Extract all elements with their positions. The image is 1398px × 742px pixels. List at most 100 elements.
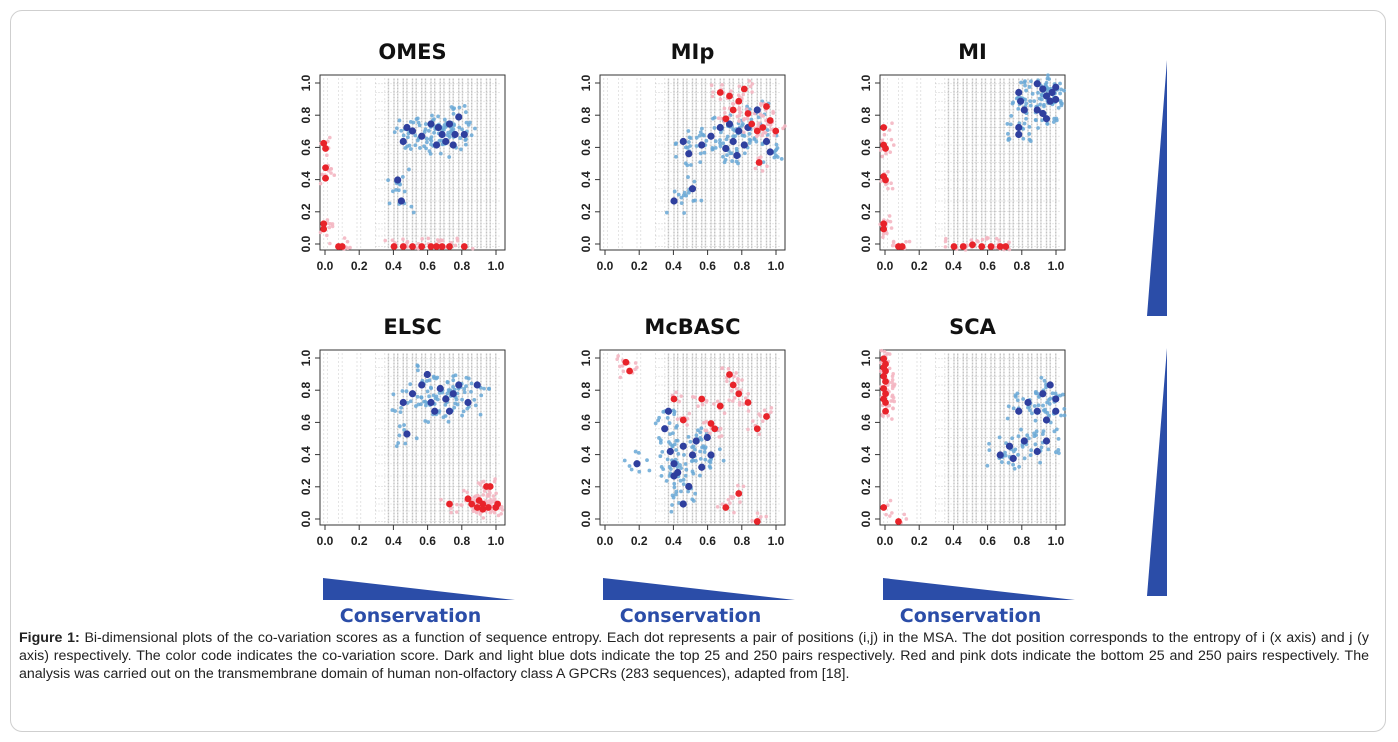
bottom250-point	[884, 182, 888, 187]
top25-point	[434, 123, 442, 132]
bottom25-point	[711, 425, 719, 433]
bottom250-point	[330, 224, 335, 229]
top250-point	[398, 410, 403, 415]
top250-point	[463, 110, 468, 115]
top250-point	[386, 178, 391, 183]
bottom250-point	[889, 137, 894, 142]
bottom250-point	[886, 186, 890, 191]
top25-point	[1042, 115, 1051, 123]
y-tick-label: 0.6	[859, 414, 873, 431]
top250-point	[721, 154, 725, 159]
top250-point	[1056, 436, 1061, 441]
bottom250-point	[328, 241, 332, 246]
bottom25-point	[322, 164, 329, 172]
bottom25-point	[479, 505, 487, 513]
top25-point	[449, 141, 457, 149]
conservation-label: Conservation	[900, 605, 1041, 627]
top250-point	[1062, 413, 1067, 418]
x-tick-label: 0.0	[877, 259, 894, 273]
bottom250-point	[750, 519, 754, 523]
top25-point	[427, 398, 435, 407]
bottom250-point	[890, 243, 895, 248]
top250-point	[718, 138, 722, 142]
top250-point	[1059, 413, 1063, 418]
bottom250-point	[696, 404, 700, 408]
x-tick-label: 0.0	[877, 534, 894, 548]
top250-point	[725, 153, 729, 158]
top250-point	[415, 368, 420, 373]
top250-point	[443, 414, 448, 418]
top250-point	[432, 376, 436, 380]
top250-point	[698, 473, 702, 478]
top25-point	[403, 123, 411, 132]
top250-point	[668, 442, 673, 447]
top250-point	[469, 381, 474, 386]
top250-point	[482, 386, 486, 391]
x-tick-label: 1.0	[1048, 534, 1065, 548]
bottom25-point	[882, 407, 889, 415]
top250-point	[1047, 413, 1051, 418]
y-tick-label: 0.0	[299, 235, 313, 252]
bottom250-point	[499, 504, 504, 509]
bottom250-point	[717, 435, 722, 439]
bottom25-point	[882, 367, 889, 375]
top25-point	[679, 137, 687, 146]
top250-point	[1000, 460, 1004, 464]
top250-point	[679, 201, 684, 206]
y-tick-label: 0.0	[859, 510, 873, 527]
top250-point	[672, 409, 677, 414]
bottom250-point	[746, 427, 750, 432]
bottom25-point	[996, 243, 1004, 250]
top250-point	[690, 469, 695, 474]
bottom250-point	[944, 236, 948, 241]
bottom250-point	[328, 135, 332, 140]
top250-point	[694, 144, 699, 148]
top250-point	[678, 463, 682, 467]
bottom250-point	[736, 376, 740, 381]
bottom25-point	[322, 174, 329, 182]
top250-point	[1016, 452, 1020, 457]
bottom250-point	[329, 171, 333, 175]
top25-point	[438, 130, 446, 139]
top25-point	[460, 130, 468, 139]
top250-point	[464, 120, 469, 125]
bottom25-point	[622, 358, 630, 366]
top250-point	[1054, 116, 1059, 121]
top250-point	[1030, 411, 1034, 416]
top250-point	[423, 127, 428, 132]
bottom250-point	[762, 408, 767, 413]
top250-point	[1042, 378, 1047, 383]
top250-point	[387, 201, 392, 206]
bottom250-point	[889, 226, 894, 230]
top250-point	[425, 389, 430, 394]
top250-point	[1012, 466, 1017, 471]
top250-point	[1011, 449, 1016, 454]
x-tick-label: 1.0	[768, 259, 785, 273]
top25-point	[766, 148, 774, 156]
top250-point	[699, 437, 704, 442]
top25-point	[1039, 109, 1047, 118]
top25-point	[1015, 123, 1023, 132]
top250-point	[724, 137, 729, 142]
top250-point	[712, 126, 717, 130]
top250-point	[428, 152, 433, 156]
panel-title: ELSC	[383, 315, 441, 339]
bottom250-point	[491, 494, 496, 498]
top25-point	[633, 460, 641, 468]
bottom250-point	[759, 155, 763, 159]
bottom250-point	[326, 139, 330, 144]
bottom250-point	[716, 116, 721, 121]
bottom250-point	[756, 124, 761, 129]
panel-title: MI	[958, 40, 987, 64]
top250-point	[432, 130, 436, 135]
bottom250-point	[677, 399, 682, 404]
top25-point	[1042, 437, 1051, 445]
top25-point	[733, 151, 741, 160]
bottom25-point	[735, 390, 743, 398]
top250-point	[392, 130, 397, 135]
bottom250-point	[907, 239, 912, 244]
top250-point	[703, 457, 708, 462]
top250-point	[418, 402, 423, 407]
top250-point	[390, 189, 395, 194]
bottom25-point	[468, 500, 476, 508]
